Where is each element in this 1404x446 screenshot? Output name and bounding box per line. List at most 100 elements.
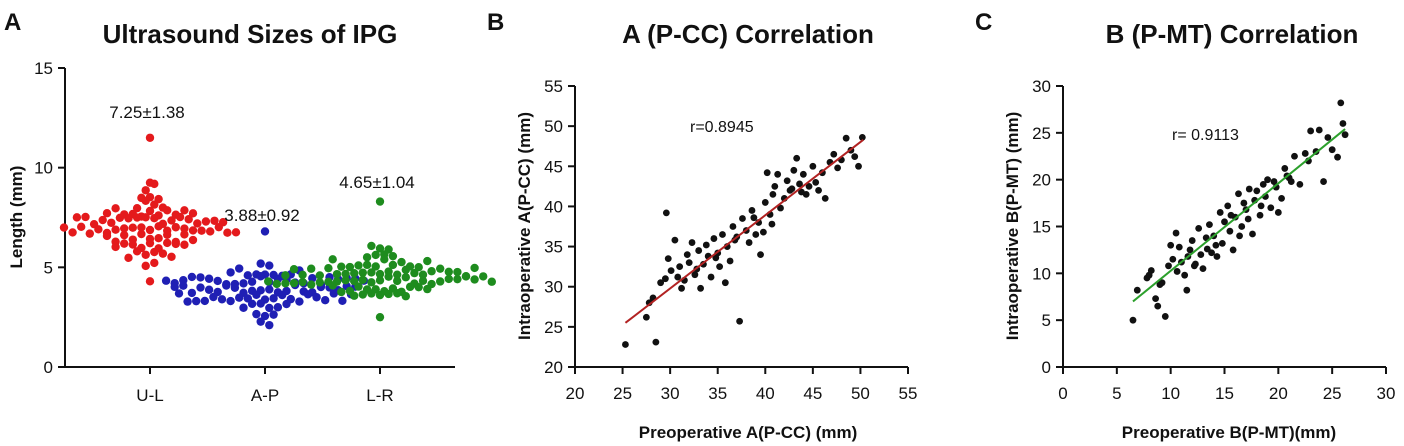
beeswarm-point: [414, 263, 423, 272]
beeswarm-point: [196, 283, 205, 292]
beeswarm-point: [487, 277, 496, 286]
beeswarm-point: [265, 261, 274, 270]
beeswarm-point: [256, 317, 265, 326]
scatter-point: [1216, 209, 1224, 216]
beeswarm-point: [289, 278, 299, 288]
y-ticks-b: 20 25 30 35 40 45 50 55: [544, 77, 575, 377]
y-tick-label-a: 10: [34, 159, 53, 178]
beeswarm-point: [145, 277, 155, 286]
beeswarm-point: [401, 292, 410, 301]
scatter-point: [676, 263, 684, 271]
beeswarm-point: [98, 215, 107, 225]
beeswarm-point: [94, 225, 103, 234]
beeswarm-point: [158, 249, 168, 258]
scatter-point: [855, 162, 862, 170]
beeswarm-point: [217, 295, 227, 304]
beeswarm-point: [141, 196, 150, 205]
beeswarm-point: [124, 253, 133, 263]
beeswarm-point: [68, 228, 77, 237]
panel-letter-b: B: [487, 9, 504, 36]
scatter-point: [1224, 202, 1232, 210]
x-tick-label-c: 15: [1215, 384, 1234, 403]
scatter-point: [1315, 126, 1323, 134]
beeswarm-point: [453, 267, 462, 277]
scatter-point: [1167, 241, 1175, 249]
beeswarm-point: [371, 250, 380, 260]
x-axis-label-b: Preoperative A(P-CC) (mm): [639, 423, 858, 442]
scatter-point: [1181, 271, 1189, 279]
beeswarm-point: [77, 222, 86, 232]
beeswarm-point: [180, 240, 189, 249]
beeswarm-point: [358, 290, 367, 299]
beeswarm-point: [375, 276, 385, 285]
x-tick-label-a: A-P: [251, 386, 279, 405]
y-tick-label-b: 50: [544, 117, 563, 136]
scatter-point: [1249, 230, 1256, 238]
scatter-point: [1227, 211, 1235, 219]
scatter-point: [657, 279, 665, 287]
beeswarm-point: [367, 241, 376, 251]
beeswarm-point: [298, 277, 307, 287]
beeswarm-point: [163, 206, 172, 215]
scatter-point: [830, 150, 838, 158]
scatter-point: [1267, 204, 1275, 212]
beeswarm-point: [174, 289, 184, 298]
beeswarm-point: [102, 209, 112, 218]
beeswarm-point: [128, 223, 137, 232]
beeswarm-point: [375, 290, 385, 300]
beeswarm-point: [120, 230, 129, 240]
scatter-point: [1320, 178, 1327, 185]
scatter-point: [1199, 265, 1207, 273]
scatter-point: [805, 182, 813, 190]
scatter-point: [691, 271, 699, 279]
beeswarm-point: [380, 255, 389, 264]
beeswarm-point: [479, 272, 488, 281]
beeswarm-point: [375, 269, 385, 279]
panel-a: A Ultrasound Sizes of IPG Length (mm) 0 5…: [4, 9, 496, 405]
y-tick-label-b: 40: [544, 197, 563, 216]
y-axis-label-c: Intraoperative B(P-MT) (mm): [1003, 112, 1022, 341]
beeswarm-point: [260, 227, 270, 236]
scatter-point: [1337, 99, 1345, 107]
beeswarm-point: [401, 265, 410, 274]
beeswarm-point: [247, 277, 257, 286]
scatter-point: [1133, 286, 1141, 294]
beeswarm-point: [265, 285, 274, 294]
x-tick-label-c: 10: [1161, 384, 1180, 403]
scatter-point: [712, 254, 720, 262]
beeswarm-point: [461, 272, 471, 281]
beeswarm-point: [264, 277, 273, 286]
scatter-point: [726, 257, 734, 265]
beeswarm-point: [150, 258, 159, 268]
scatter-point: [642, 313, 650, 321]
chart-title-c: B (P-MT) Correlation: [1106, 19, 1359, 49]
x-axis-label-c: Preoperative B(P-MT)(mm): [1122, 423, 1336, 442]
x-tick-label-c: 30: [1377, 384, 1396, 403]
x-tick-label-b: 50: [851, 384, 870, 403]
beeswarm-point: [393, 289, 402, 298]
scatter-point: [768, 220, 776, 228]
beeswarm-point: [256, 259, 265, 268]
panel-b: B A (P-CC) Correlation Intraoperative A(…: [487, 9, 917, 442]
scatter-point: [729, 223, 737, 230]
x-tick-label-c: 25: [1323, 384, 1342, 403]
scatter-point: [759, 228, 767, 236]
beeswarm-point: [111, 225, 120, 234]
beeswarm-point: [470, 263, 479, 273]
beeswarm-point: [303, 290, 313, 299]
scatter-point: [1218, 239, 1226, 247]
scatter-point: [1173, 268, 1181, 275]
y-tick-label-b: 20: [544, 358, 563, 377]
beeswarm-point: [200, 296, 209, 306]
beeswarm-point: [418, 276, 428, 285]
beeswarm-point: [128, 240, 137, 249]
y-tick-label-a: 0: [44, 358, 53, 377]
beeswarm-point: [453, 274, 462, 284]
beeswarm-point: [85, 229, 95, 238]
beeswarm-point: [388, 251, 398, 261]
beeswarm-point: [230, 283, 240, 292]
beeswarm-point: [358, 268, 367, 277]
beeswarm-point: [341, 276, 350, 285]
scatter-point: [777, 204, 784, 212]
y-tick-label-b: 35: [544, 238, 563, 257]
